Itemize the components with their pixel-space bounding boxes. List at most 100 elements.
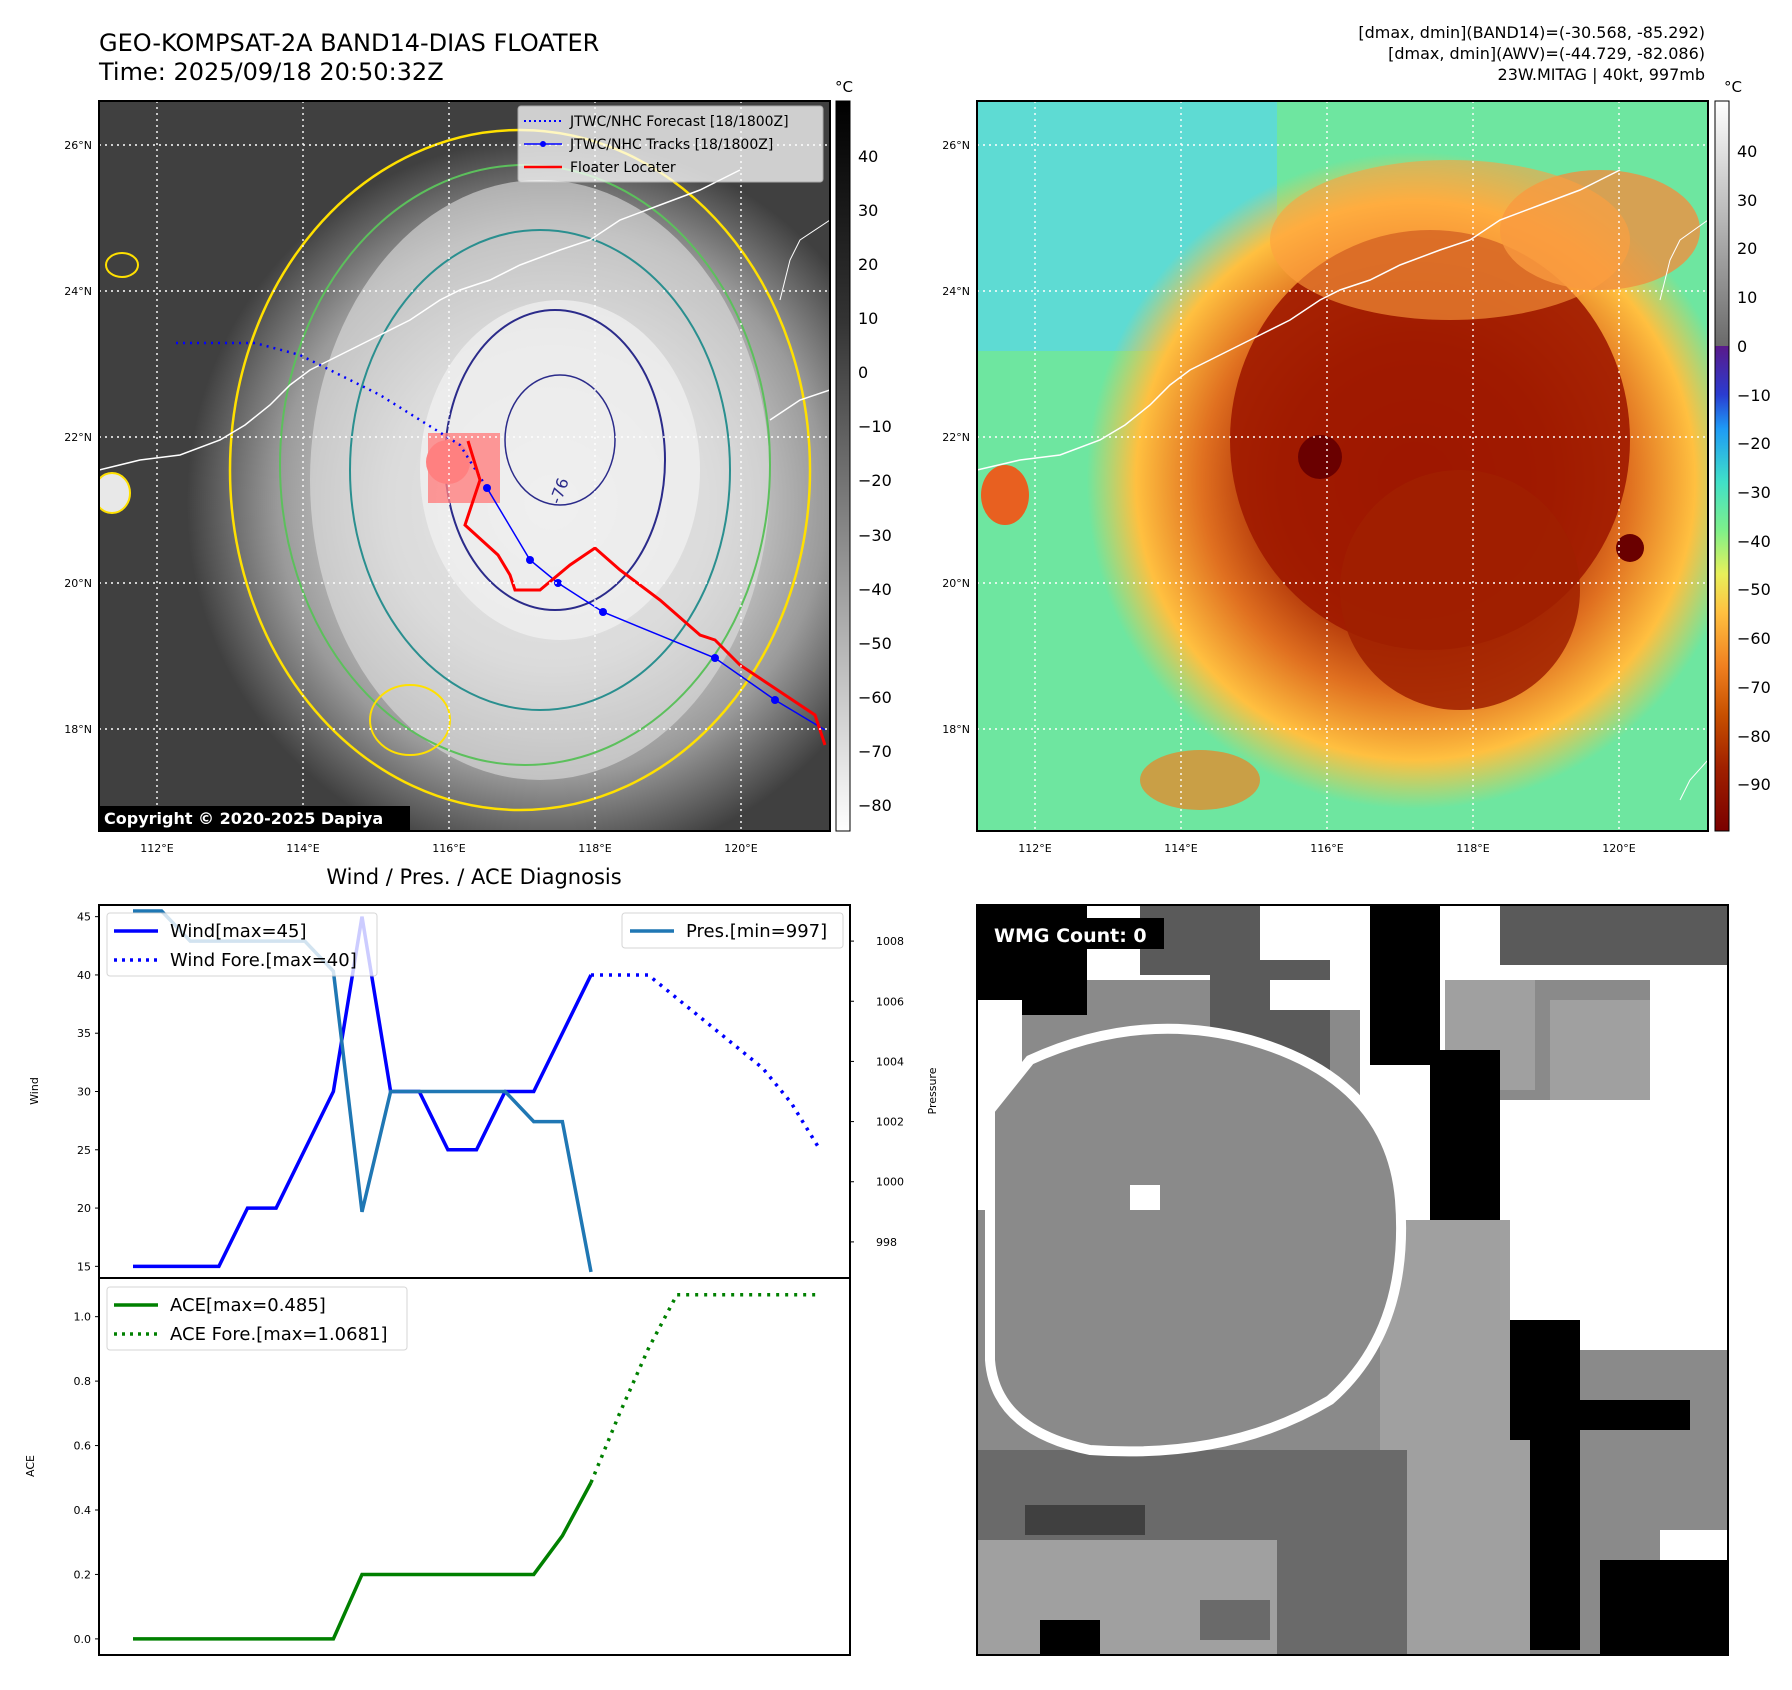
pressure-ytick: 1006 (876, 995, 904, 1008)
lon-label: 116°E (1310, 842, 1343, 855)
lat-label: 26°N (942, 139, 970, 152)
colorbar-tick: −20 (1737, 434, 1771, 453)
pressure-ytick: 1004 (876, 1055, 904, 1068)
colorbar-tick: −60 (858, 688, 892, 707)
lon-label: 114°E (286, 842, 319, 855)
wind-ytick: 40 (77, 969, 91, 982)
wind-ylabel: Wind (28, 1077, 41, 1105)
copyright-box (99, 806, 410, 831)
colorbar-tick: 30 (1737, 191, 1757, 210)
legend-ace: ACE[max=0.485] (170, 1295, 326, 1316)
colorbar-tick: 20 (1737, 239, 1757, 258)
colorbar-tick: −20 (858, 471, 892, 490)
coastline (99, 169, 741, 471)
contour-teal (349, 229, 731, 711)
wind-ytick: 20 (77, 1202, 91, 1215)
legend-tracks: JTWC/NHC Tracks [18/1800Z] (569, 137, 773, 153)
colorbar-tick: −80 (858, 796, 892, 815)
colorbar-tick: −10 (858, 417, 892, 436)
colorbar-tick: −90 (1737, 775, 1771, 794)
ace-ytick: 0.8 (74, 1375, 92, 1388)
copyright-text: Copyright © 2020-2025 Dapiya (104, 809, 383, 828)
ace-ytick: 0.4 (74, 1504, 92, 1517)
ace-legend: ACE[max=0.485] ACE Fore.[max=1.0681] (106, 1286, 408, 1351)
legend-forecast: JTWC/NHC Forecast [18/1800Z] (569, 114, 789, 130)
colorbar-awv: °C 40 30 20 10 0 −10 −20 −30 −40 −50 −60… (1714, 78, 1771, 832)
graticule (99, 101, 830, 831)
info-line2: [dmax, dmin](AWV)=(-44.729, -82.086) (1388, 44, 1705, 63)
wind-ytick: 35 (77, 1027, 91, 1040)
colorbar-tick: −30 (1737, 483, 1771, 502)
lat-label: 22°N (64, 431, 92, 444)
legend-wind: Wind[max=45] (170, 921, 307, 942)
coastline (977, 169, 1621, 471)
ace-ytick: 0.2 (74, 1568, 92, 1581)
ace-ytick: 0.0 (74, 1633, 92, 1646)
lon-label: 112°E (1018, 842, 1051, 855)
wind-forecast-line (591, 973, 822, 1151)
colorbar-tick: 0 (1737, 337, 1747, 356)
floater-locater-path (463, 440, 827, 746)
lat-label: 18°N (942, 723, 970, 736)
colorbar-tick: −30 (858, 526, 892, 545)
wmg-count-text: WMG Count: 0 (994, 925, 1147, 947)
ace-forecast-line (589, 1293, 820, 1484)
lon-label: 112°E (140, 842, 173, 855)
pres-legend: Pres.[min=997] (621, 912, 844, 949)
figure-title-line2: Time: 2025/09/18 20:50:32Z (98, 58, 444, 86)
lat-label: 24°N (64, 285, 92, 298)
colorbar-tick: −40 (1737, 532, 1771, 551)
info-line3: 23W.MITAG | 40kt, 997mb (1498, 65, 1705, 84)
legend-pres: Pres.[min=997] (686, 921, 827, 942)
pressure-ytick: 1000 (876, 1176, 904, 1189)
awv-map-panel (977, 101, 1708, 831)
pressure-ytick: 1002 (876, 1116, 904, 1129)
lat-label: 18°N (64, 723, 92, 736)
diag-title: Wind / Pres. / ACE Diagnosis (326, 865, 621, 889)
colorbar-tick: 20 (858, 255, 878, 274)
legend-locater: Floater Locater (570, 160, 676, 176)
lon-label: 120°E (724, 842, 757, 855)
wind-legend: Wind[max=45] Wind Fore.[max=40] (106, 912, 378, 977)
pressure-ytick: 1008 (876, 935, 904, 948)
lon-label: 114°E (1164, 842, 1197, 855)
ace-line (133, 1481, 593, 1641)
colorbar-tick: −60 (1737, 629, 1771, 648)
pres-ylabel: Pressure (926, 1067, 939, 1114)
legend-ace-fore: ACE Fore.[max=1.0681] (170, 1324, 388, 1345)
colorbar-tick: 30 (858, 201, 878, 220)
colorbar-tick: −50 (858, 634, 892, 653)
colorbar-tick: 10 (858, 309, 878, 328)
lon-label: 118°E (578, 842, 611, 855)
colorbar-tick: −50 (1737, 580, 1771, 599)
colorbar-tick: −70 (858, 742, 892, 761)
colorbar-ir: °C 40 30 20 10 0 −10 −20 −30 −40 −50 −60… (835, 78, 892, 832)
colorbar-tick: 40 (858, 147, 878, 166)
wmg-count-box (986, 918, 1164, 949)
forecast-track (176, 341, 489, 489)
ir-map-panel: -76 (99, 101, 830, 831)
lat-label: 22°N (942, 431, 970, 444)
wind-ytick: 15 (77, 1260, 91, 1273)
lon-label: 116°E (432, 842, 465, 855)
wind-ytick: 30 (77, 1086, 91, 1099)
wmg-panel: WMG Count: 0 (976, 904, 1729, 1656)
lon-label: 120°E (1602, 842, 1635, 855)
lat-label: 26°N (64, 139, 92, 152)
colorbar-tick: −70 (1737, 678, 1771, 697)
lon-label: 118°E (1456, 842, 1489, 855)
colorbar-unit: °C (835, 78, 853, 96)
wind-ytick: 25 (77, 1144, 91, 1157)
lat-label: 20°N (64, 577, 92, 590)
colorbar-tick: 40 (1737, 142, 1757, 161)
figure-title-line1: GEO-KOMPSAT-2A BAND14-DIAS FLOATER (99, 29, 599, 57)
lat-label: 24°N (942, 285, 970, 298)
ace-ytick: 1.0 (74, 1311, 92, 1324)
info-line1: [dmax, dmin](BAND14)=(-30.568, -85.292) (1358, 23, 1705, 42)
wind-ytick: 45 (77, 911, 91, 924)
colorbar-tick: 0 (858, 363, 868, 382)
ace-ytick: 0.6 (74, 1440, 92, 1453)
map-legend: JTWC/NHC Forecast [18/1800Z] JTWC/NHC Tr… (517, 105, 824, 183)
legend-wind-fore: Wind Fore.[max=40] (170, 950, 357, 971)
lat-label: 20°N (942, 577, 970, 590)
